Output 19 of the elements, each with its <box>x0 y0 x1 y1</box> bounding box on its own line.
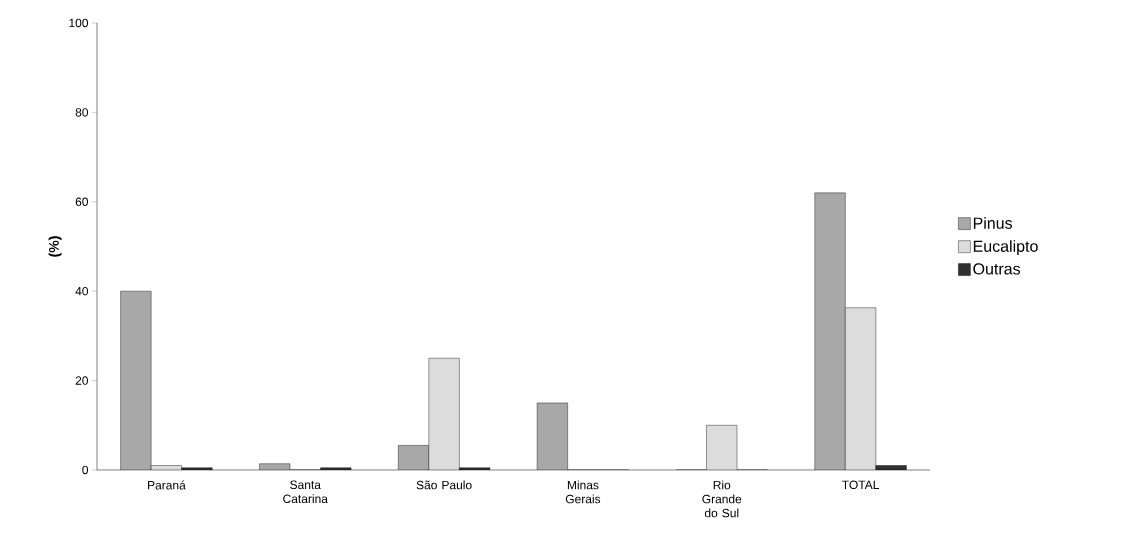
bar <box>845 307 877 470</box>
y-tick-label: 40 <box>75 286 89 296</box>
legend-label: Outras <box>973 263 1021 275</box>
x-tick-label: Santa Catarina <box>283 480 328 504</box>
legend-label: Eucalipto <box>973 240 1038 256</box>
y-tick-label: 20 <box>75 376 89 385</box>
y-tick-label: 60 <box>75 197 89 207</box>
legend-label: Pinus <box>973 217 1013 229</box>
y-tick-label: 80 <box>75 108 89 117</box>
x-tick-label: TOTAL <box>842 480 879 490</box>
bar <box>428 358 460 470</box>
y-axis-title: (%) <box>48 236 62 257</box>
y-tick-label: 100 <box>69 18 89 28</box>
x-tick-label: Minas Gerais <box>565 480 601 504</box>
x-tick-label: Rio Grande do Sul <box>702 480 742 518</box>
bar <box>706 425 738 470</box>
x-tick-label: Paraná <box>148 480 186 490</box>
y-tick-label: 0 <box>82 465 89 475</box>
x-tick-label: São Paulo <box>416 480 472 490</box>
